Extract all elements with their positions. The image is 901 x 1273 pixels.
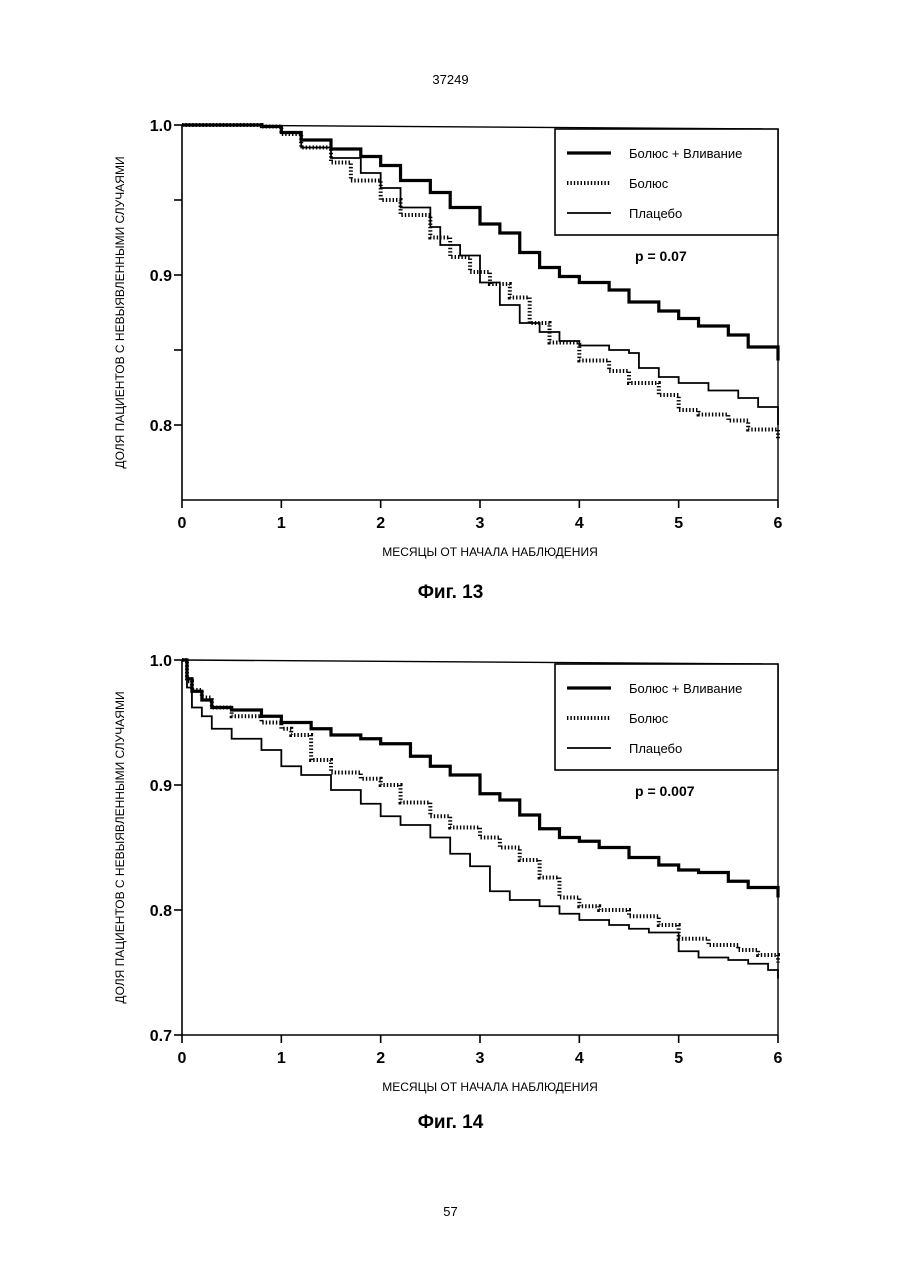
legend-label-3: Плацебо	[629, 206, 682, 221]
y-tick-label: 1.0	[150, 118, 172, 135]
p-value-annotation: p = 0.007	[635, 783, 695, 799]
x-tick-label: 6	[774, 1050, 783, 1067]
legend-label-2: Болюс	[629, 176, 669, 191]
y-axis-label: ДОЛЯ ПАЦИЕНТОВ С НЕВЫЯВЛЕННЫМИ СЛУЧАЯМИ	[113, 691, 127, 1003]
legend-label-3: Плацебо	[629, 741, 682, 756]
p-value-annotation: p = 0.07	[635, 248, 687, 264]
legend-label-1: Болюс + Вливание	[629, 681, 742, 696]
x-tick-label: 0	[178, 515, 187, 532]
x-axis-label: МЕСЯЦЫ ОТ НАЧАЛА НАБЛЮДЕНИЯ	[382, 1080, 597, 1094]
km-chart-13-svg: 1.0 0.9 0.8 0 1 2 3 4 5 6 МЕСЯЦЫ ОТ НАЧАЛА НАБЛЮДЕ…	[100, 105, 800, 575]
y-tick-label: 0.8	[150, 418, 172, 435]
x-tick-label: 5	[674, 515, 683, 532]
x-tick-label: 2	[376, 1050, 385, 1067]
x-tick-label: 4	[575, 1050, 584, 1067]
x-tick-label: 1	[277, 1050, 286, 1067]
figure-14-caption: Фиг. 14	[0, 1112, 901, 1134]
x-tick-label: 3	[476, 515, 485, 532]
y-tick-label: 0.8	[150, 903, 172, 920]
x-axis-label: МЕСЯЦЫ ОТ НАЧАЛА НАБЛЮДЕНИЯ	[382, 545, 597, 559]
x-tick-label: 4	[575, 515, 584, 532]
x-tick-label: 2	[376, 515, 385, 532]
legend-label-1: Болюс + Вливание	[629, 146, 742, 161]
y-tick-label: 0.9	[150, 268, 172, 285]
figure-14-chart: 1.0 0.9 0.8 0.7 0 1 2 3 4 5 6 МЕСЯЦЫ ОТ НАЧАЛА НАБЛ…	[100, 640, 800, 1110]
page-number-footer: 57	[0, 1204, 901, 1219]
x-tick-label: 0	[178, 1050, 187, 1067]
figure-13-chart: 1.0 0.9 0.8 0 1 2 3 4 5 6 МЕСЯЦЫ ОТ НАЧАЛА НАБЛЮДЕ…	[100, 105, 800, 575]
y-tick-label: 1.0	[150, 653, 172, 670]
x-tick-label: 6	[774, 515, 783, 532]
x-tick-label: 3	[476, 1050, 485, 1067]
y-tick-label: 0.7	[150, 1028, 172, 1045]
y-tick-label: 0.9	[150, 778, 172, 795]
x-tick-label: 1	[277, 515, 286, 532]
y-axis-label: ДОЛЯ ПАЦИЕНТОВ С НЕВЫЯВЛЕННЫМИ СЛУЧАЯМИ	[113, 156, 127, 468]
x-tick-label: 5	[674, 1050, 683, 1067]
page-number-header: 37249	[0, 72, 901, 87]
km-chart-14-svg: 1.0 0.9 0.8 0.7 0 1 2 3 4 5 6 МЕСЯЦЫ ОТ НАЧАЛА НАБЛ…	[100, 640, 800, 1110]
figure-13-caption: Фиг. 13	[0, 582, 901, 604]
legend-label-2: Болюс	[629, 711, 669, 726]
